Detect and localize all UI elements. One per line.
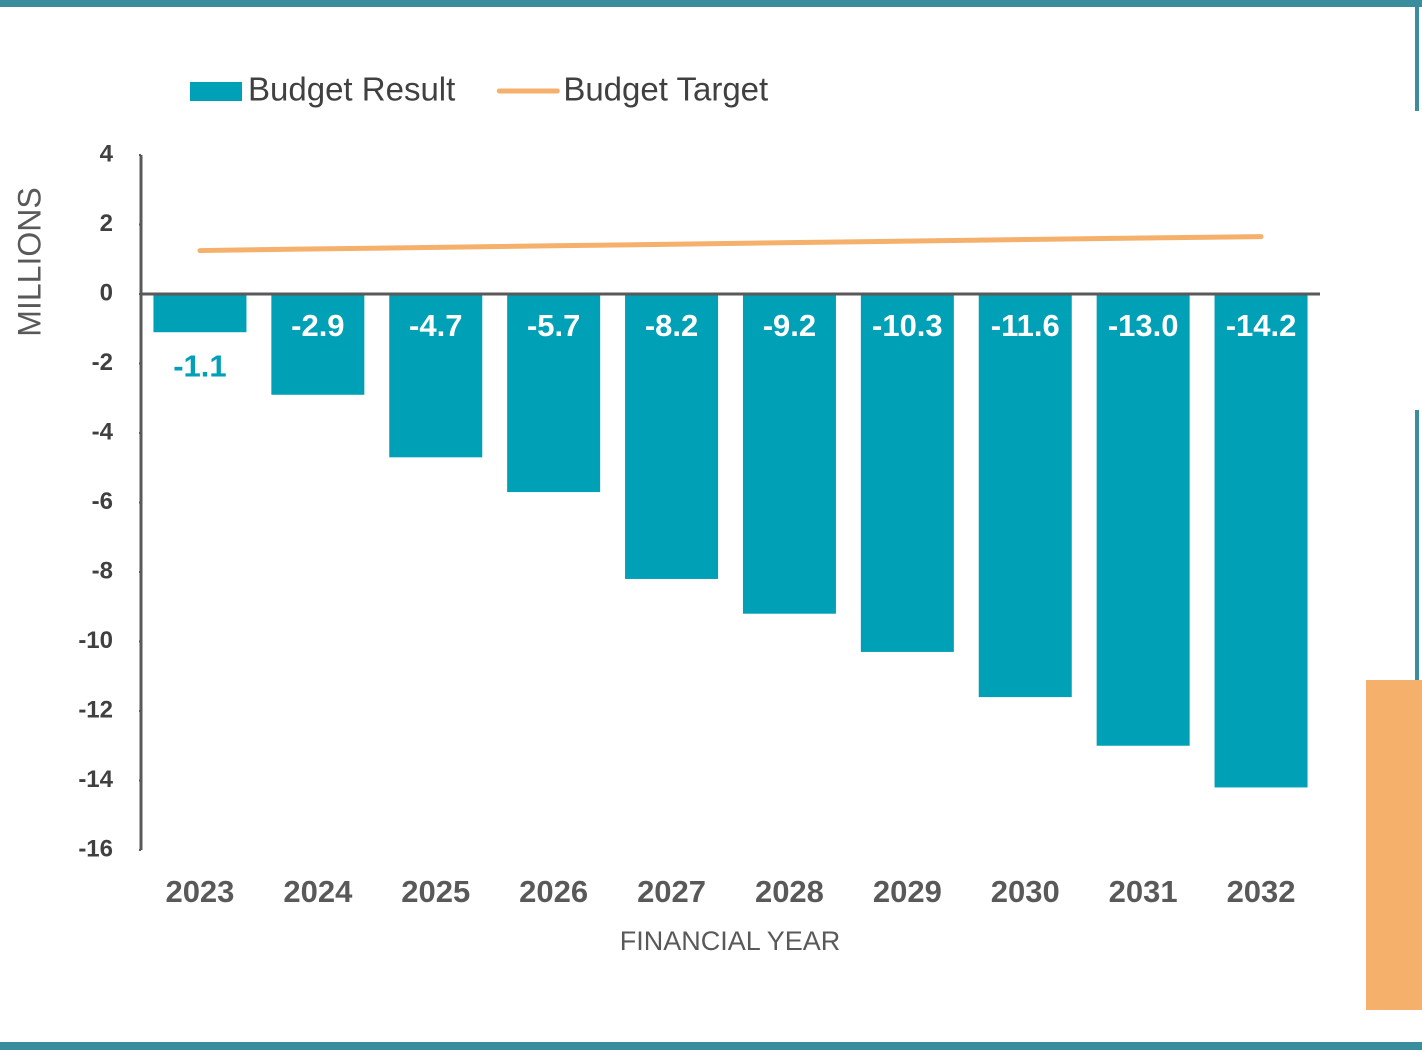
bar	[271, 294, 365, 395]
data-label: -4.7	[409, 308, 462, 343]
side-panel	[1366, 680, 1422, 1010]
y-tick-label: 0	[100, 279, 113, 306]
legend-label: Budget Result	[248, 71, 455, 108]
frame-right	[1415, 7, 1419, 111]
frame-top	[0, 0, 1422, 7]
y-tick-label: -6	[92, 488, 113, 515]
bar	[1214, 294, 1308, 788]
frame-right	[1415, 410, 1419, 680]
frame-bottom	[0, 1042, 1422, 1050]
bar	[507, 294, 601, 493]
bar	[153, 294, 247, 333]
x-tick-label: 2026	[519, 874, 588, 909]
bar	[389, 294, 483, 458]
data-label: -5.7	[527, 308, 580, 343]
x-tick-label: 2025	[401, 874, 470, 909]
bar	[978, 294, 1072, 698]
y-tick-label: 4	[100, 140, 114, 167]
bar	[860, 294, 954, 652]
x-tick-label: 2024	[283, 874, 353, 909]
data-label: -2.9	[291, 308, 344, 343]
bar	[1096, 294, 1190, 746]
y-axis-title: MILLIONS	[11, 187, 47, 336]
data-label: -8.2	[645, 308, 698, 343]
bar	[625, 294, 719, 579]
y-tick-label: -12	[78, 696, 113, 723]
x-tick-label: 2031	[1109, 874, 1178, 909]
data-label: -10.3	[872, 308, 943, 343]
y-tick-label: 2	[100, 210, 113, 237]
x-tick-label: 2030	[991, 874, 1060, 909]
data-label: -13.0	[1108, 308, 1179, 343]
data-label: -9.2	[763, 308, 816, 343]
data-label: -14.2	[1226, 308, 1297, 343]
x-tick-label: 2023	[165, 874, 234, 909]
x-tick-label: 2027	[637, 874, 706, 909]
x-tick-label: 2028	[755, 874, 824, 909]
y-tick-label: -14	[78, 766, 113, 793]
x-tick-label: 2032	[1227, 874, 1296, 909]
bar	[742, 294, 836, 614]
y-tick-label: -16	[78, 835, 113, 862]
data-label: -11.6	[991, 308, 1060, 343]
legend-swatch	[190, 82, 242, 101]
x-tick-label: 2029	[873, 874, 942, 909]
x-axis-title: FINANCIAL YEAR	[620, 926, 841, 956]
legend-label: Budget Target	[563, 71, 768, 108]
line-series	[197, 234, 1264, 254]
y-tick-label: -2	[92, 349, 113, 376]
data-label: -1.1	[173, 348, 226, 383]
y-tick-label: -8	[92, 557, 113, 584]
y-tick-label: -10	[78, 627, 113, 654]
y-tick-label: -4	[92, 418, 114, 445]
